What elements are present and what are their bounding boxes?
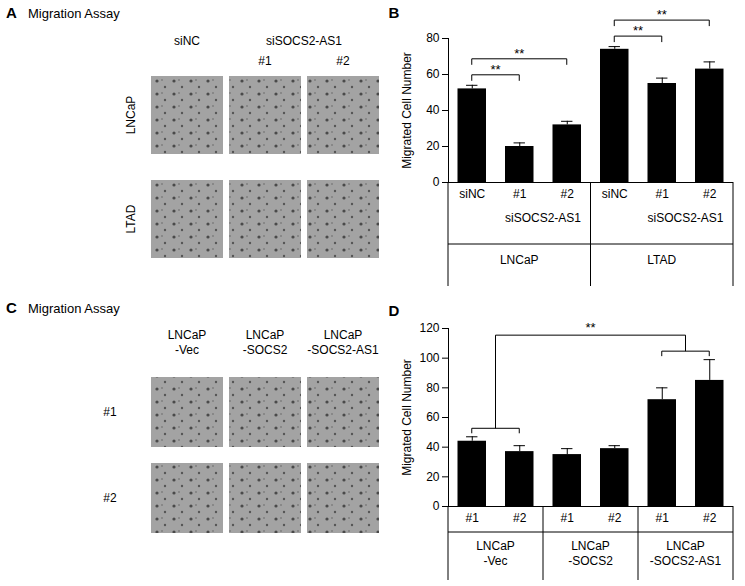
svg-text:**: ** bbox=[514, 46, 524, 61]
svg-text:0: 0 bbox=[433, 175, 440, 189]
svg-text:siNC: siNC bbox=[174, 34, 200, 48]
svg-text:Migrated Cell Number: Migrated Cell Number bbox=[400, 359, 414, 476]
svg-text:LTAD: LTAD bbox=[124, 204, 138, 233]
svg-text:LTAD: LTAD bbox=[647, 253, 676, 267]
svg-text:#1: #1 bbox=[656, 187, 670, 201]
svg-text:#2: #2 bbox=[513, 511, 527, 525]
svg-text:**: ** bbox=[633, 23, 643, 38]
svg-text:40: 40 bbox=[426, 103, 440, 117]
svg-text:120: 120 bbox=[419, 321, 439, 335]
svg-text:Migrated Cell Number: Migrated Cell Number bbox=[400, 52, 414, 169]
svg-text:siSOCS2-AS1: siSOCS2-AS1 bbox=[647, 211, 723, 225]
svg-text:#2: #2 bbox=[703, 187, 717, 201]
svg-text:60: 60 bbox=[426, 410, 440, 424]
svg-text:60: 60 bbox=[426, 67, 440, 81]
svg-text:LNCaP-Vec: LNCaP-Vec bbox=[476, 539, 515, 568]
svg-text:**: ** bbox=[585, 320, 595, 335]
svg-text:#1: #1 bbox=[466, 511, 480, 525]
svg-text:LNCaP: LNCaP bbox=[500, 253, 539, 267]
svg-text:A: A bbox=[6, 4, 17, 21]
svg-text:LNCaP-SOCS2: LNCaP-SOCS2 bbox=[243, 328, 288, 357]
svg-text:B: B bbox=[389, 4, 400, 21]
svg-text:#2: #2 bbox=[103, 491, 117, 505]
svg-text:#2: #2 bbox=[608, 511, 622, 525]
svg-text:siNC: siNC bbox=[602, 187, 628, 201]
svg-text:LNCaP-Vec: LNCaP-Vec bbox=[168, 328, 207, 357]
svg-text:LNCaP: LNCaP bbox=[124, 96, 138, 135]
svg-text:#1: #1 bbox=[103, 405, 117, 419]
svg-text:#2: #2 bbox=[336, 54, 350, 68]
svg-text:#1: #1 bbox=[656, 511, 670, 525]
svg-text:**: ** bbox=[490, 62, 500, 77]
svg-text:Migration Assay: Migration Assay bbox=[28, 6, 120, 21]
svg-text:Migration Assay: Migration Assay bbox=[28, 301, 120, 316]
svg-text:LNCaP-SOCS2-AS1: LNCaP-SOCS2-AS1 bbox=[307, 328, 379, 357]
svg-text:100: 100 bbox=[419, 351, 439, 365]
svg-text:0: 0 bbox=[433, 499, 440, 513]
svg-text:80: 80 bbox=[426, 381, 440, 395]
svg-text:C: C bbox=[6, 299, 17, 316]
svg-text:40: 40 bbox=[426, 440, 440, 454]
svg-text:#1: #1 bbox=[561, 511, 575, 525]
svg-text:#1: #1 bbox=[513, 187, 527, 201]
svg-text:#2: #2 bbox=[703, 511, 717, 525]
svg-text:#2: #2 bbox=[561, 187, 575, 201]
svg-text:siSOCS2-AS1: siSOCS2-AS1 bbox=[505, 211, 581, 225]
svg-text:#1: #1 bbox=[258, 54, 272, 68]
svg-text:80: 80 bbox=[426, 31, 440, 45]
svg-text:LNCaP-SOCS2: LNCaP-SOCS2 bbox=[568, 539, 613, 568]
svg-text:siSOCS2-AS1: siSOCS2-AS1 bbox=[266, 34, 342, 48]
svg-text:**: ** bbox=[657, 7, 667, 22]
svg-text:D: D bbox=[389, 302, 400, 319]
svg-text:LNCaP-SOCS2-AS1: LNCaP-SOCS2-AS1 bbox=[650, 539, 722, 568]
svg-text:20: 20 bbox=[426, 139, 440, 153]
svg-text:20: 20 bbox=[426, 470, 440, 484]
svg-text:siNC: siNC bbox=[459, 187, 485, 201]
